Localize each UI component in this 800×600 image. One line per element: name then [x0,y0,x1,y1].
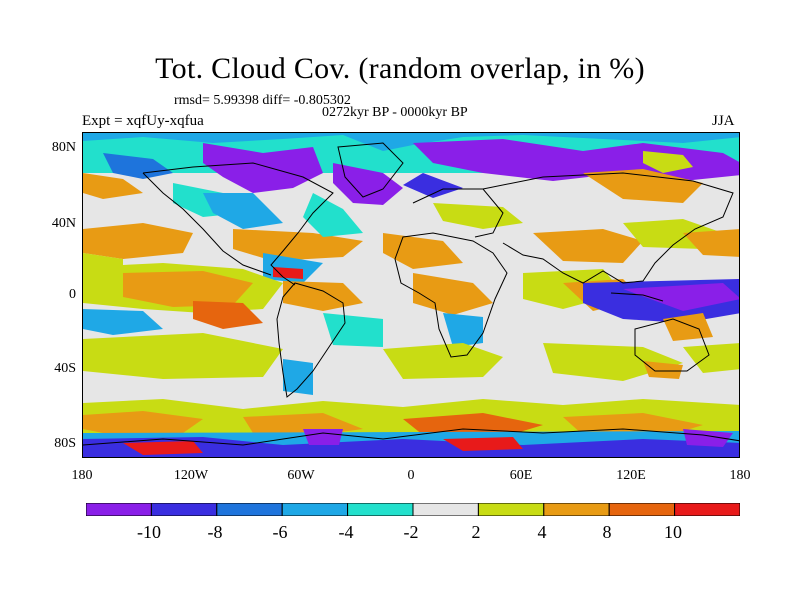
field-patch [443,313,483,347]
colorbar-box [674,503,740,516]
coastline [142,162,334,286]
field-patch [83,333,283,379]
coastline [337,142,404,198]
experiment-label: Expt = xqfUy-xqfua [82,113,204,129]
period-text: 0272kyr BP - 0000kyr BP [322,105,468,120]
field-patch [283,359,313,395]
stats-text: rmsd= 5.99398 diff= -0.805302 [174,93,351,108]
coastlines [83,142,739,446]
field-patch [643,361,683,379]
field-patch [323,313,383,347]
field-patch [683,229,739,257]
coastline [276,282,346,398]
map-field [83,133,739,457]
field-patch [83,309,163,335]
lat-label-40s: 40S [54,361,76,376]
field-patch [83,223,193,259]
coastline [142,172,272,276]
colorbar-box [347,503,414,516]
colorbar-label: -6 [272,522,288,542]
field-patch [623,283,739,311]
field-patch [683,343,739,373]
lon-label-120w: 120W [173,468,209,483]
field-patch [443,437,523,451]
coastline [394,232,508,358]
lon-label-120e: 120E [616,468,646,483]
field-patch [533,229,643,263]
field-patch [273,267,303,279]
cloud-cover-map [82,132,740,458]
lon-label-180e: 180 [729,468,751,483]
colorbar-box [281,503,349,516]
field-patch [643,151,693,173]
field-patch [83,411,203,435]
lat-label-40n: 40N [51,216,76,231]
field-patch [83,133,739,151]
lat-label-80n: 80N [51,140,76,155]
colorbar-label: 2 [471,522,481,542]
colorbar-box [412,503,479,516]
lat-label-80s: 80S [54,436,76,451]
field-patch [563,413,703,437]
field-patch [303,193,363,237]
colorbar-label: -10 [137,522,161,542]
colorbar-box [216,503,283,516]
field-patch [203,193,283,229]
colorbar-box [477,503,545,516]
lon-label-0: 0 [407,468,415,483]
colorbar [86,503,740,516]
lon-label-180w: 180 [71,468,93,483]
coastline [634,318,710,372]
colorbar-label: 4 [537,522,547,542]
lat-label-0: 0 [69,287,76,302]
field-patch [203,143,323,193]
colorbar-label: -2 [403,522,419,542]
field-patch [413,139,739,181]
field-patch [583,169,703,203]
coastline [412,188,504,238]
coastline [610,292,664,302]
field-patch [683,429,733,447]
colorbar-label: -4 [338,522,354,542]
field-patch [103,153,173,179]
lon-label-60e: 60E [509,468,533,483]
colorbar-box [150,503,218,516]
colorbar-box [543,503,610,516]
season-label: JJA [712,113,735,129]
field-patch [303,429,343,445]
field-patch [83,173,143,199]
field-patch [413,273,493,315]
field-patch [383,343,503,379]
map-title: Tot. Cloud Cov. (random overlap, in %) [155,52,645,85]
colorbar-box [86,503,152,516]
field-patch [383,233,463,269]
field-patch [233,229,363,261]
field-patch [333,163,403,205]
coastline [482,172,734,284]
colorbar-label: 10 [664,522,682,542]
coastline [83,428,739,446]
field-patch [123,271,253,307]
lon-label-60w: 60W [287,468,315,483]
field-patch [403,173,463,198]
colorbar-label: -8 [207,522,223,542]
field-patch [83,437,739,457]
colorbar-box [608,503,676,516]
colorbar-label: 8 [602,522,612,542]
field-patch [123,441,203,455]
field-patch [193,301,263,329]
